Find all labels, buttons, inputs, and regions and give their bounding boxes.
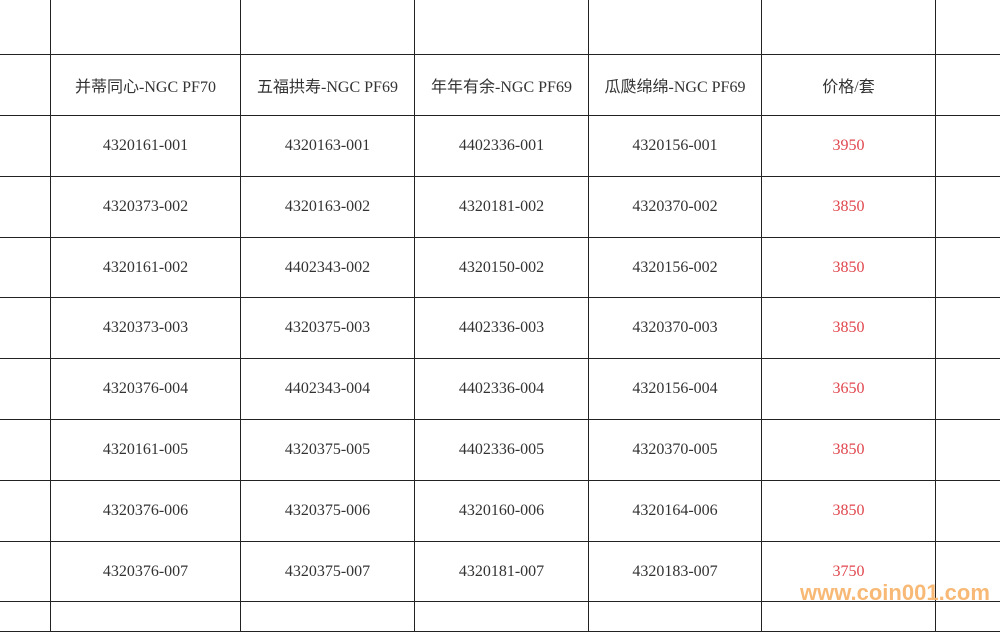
empty-cell[interactable]: [936, 116, 1000, 177]
cert-number-cell[interactable]: 4320181-007: [415, 542, 589, 602]
cert-number-cell[interactable]: 4320160-006: [415, 481, 589, 542]
empty-cell[interactable]: [936, 238, 1000, 298]
cert-number-cell[interactable]: 4320183-007: [589, 542, 762, 602]
row-header-cell[interactable]: [0, 298, 51, 359]
cert-number-cell[interactable]: 4320161-005: [51, 420, 241, 481]
price-cell[interactable]: 3850: [762, 238, 936, 298]
empty-cell[interactable]: [936, 0, 1000, 55]
cert-number-cell[interactable]: 4320373-003: [51, 298, 241, 359]
row-header-cell[interactable]: [0, 420, 51, 481]
cert-number-cell[interactable]: 4320161-001: [51, 116, 241, 177]
cert-number-cell[interactable]: 4320161-002: [51, 238, 241, 298]
cert-number-cell[interactable]: 4320375-003: [241, 298, 415, 359]
empty-cell[interactable]: [241, 0, 415, 55]
empty-cell[interactable]: [936, 298, 1000, 359]
cert-number-cell[interactable]: 4320156-001: [589, 116, 762, 177]
cert-number-cell[interactable]: 4320156-002: [589, 238, 762, 298]
column-header[interactable]: 五福拱寿-NGC PF69: [241, 55, 415, 116]
empty-cell[interactable]: [936, 420, 1000, 481]
column-header[interactable]: 价格/套: [762, 55, 936, 116]
empty-cell[interactable]: [589, 602, 762, 632]
empty-cell[interactable]: [241, 602, 415, 632]
cert-number-cell[interactable]: 4320376-004: [51, 359, 241, 420]
empty-cell[interactable]: [936, 481, 1000, 542]
cert-number-cell[interactable]: 4320375-006: [241, 481, 415, 542]
cert-number-cell[interactable]: 4402336-004: [415, 359, 589, 420]
empty-cell[interactable]: [936, 55, 1000, 116]
column-header[interactable]: 并蒂同心-NGC PF70: [51, 55, 241, 116]
empty-cell[interactable]: [415, 0, 589, 55]
cert-number-cell[interactable]: 4320376-006: [51, 481, 241, 542]
cert-number-cell[interactable]: 4320375-007: [241, 542, 415, 602]
cert-number-cell[interactable]: 4402343-004: [241, 359, 415, 420]
row-header-cell[interactable]: [0, 238, 51, 298]
cert-number-cell[interactable]: 4402336-003: [415, 298, 589, 359]
cert-number-cell[interactable]: 4402343-002: [241, 238, 415, 298]
empty-cell[interactable]: [51, 0, 241, 55]
price-cell[interactable]: 3850: [762, 177, 936, 238]
price-cell[interactable]: 3950: [762, 116, 936, 177]
row-header-cell[interactable]: [0, 602, 51, 632]
empty-cell[interactable]: [762, 0, 936, 55]
cert-number-cell[interactable]: 4320163-002: [241, 177, 415, 238]
column-header[interactable]: 年年有余-NGC PF69: [415, 55, 589, 116]
price-cell[interactable]: 3850: [762, 298, 936, 359]
watermark: www.coin001.com: [800, 580, 990, 605]
price-cell[interactable]: 3850: [762, 481, 936, 542]
cert-number-cell[interactable]: 4320370-005: [589, 420, 762, 481]
empty-cell[interactable]: [415, 602, 589, 632]
empty-cell[interactable]: [936, 602, 1000, 632]
empty-cell[interactable]: [936, 177, 1000, 238]
cert-number-cell[interactable]: 4320181-002: [415, 177, 589, 238]
cert-number-cell[interactable]: 4320150-002: [415, 238, 589, 298]
row-header-cell[interactable]: [0, 55, 51, 116]
row-header-cell[interactable]: [0, 116, 51, 177]
row-header-cell[interactable]: [0, 177, 51, 238]
cert-number-cell[interactable]: 4320376-007: [51, 542, 241, 602]
cert-number-cell[interactable]: 4320370-003: [589, 298, 762, 359]
cert-number-cell[interactable]: 4320373-002: [51, 177, 241, 238]
price-cell[interactable]: 3650: [762, 359, 936, 420]
cert-number-cell[interactable]: 4320375-005: [241, 420, 415, 481]
row-header-cell[interactable]: [0, 0, 51, 55]
row-header-cell[interactable]: [0, 481, 51, 542]
cert-number-cell[interactable]: 4402336-005: [415, 420, 589, 481]
row-header-cell[interactable]: [0, 359, 51, 420]
cert-number-cell[interactable]: 4320164-006: [589, 481, 762, 542]
empty-cell[interactable]: [589, 0, 762, 55]
cert-number-cell[interactable]: 4320156-004: [589, 359, 762, 420]
empty-cell[interactable]: [762, 602, 936, 632]
empty-cell[interactable]: [936, 542, 1000, 602]
price-cell[interactable]: 3850: [762, 420, 936, 481]
empty-cell[interactable]: [51, 602, 241, 632]
column-header[interactable]: 瓜瓞绵绵-NGC PF69: [589, 55, 762, 116]
cert-number-cell[interactable]: 4320163-001: [241, 116, 415, 177]
cert-number-cell[interactable]: 4320370-002: [589, 177, 762, 238]
cert-number-cell[interactable]: 4402336-001: [415, 116, 589, 177]
row-header-cell[interactable]: [0, 542, 51, 602]
empty-cell[interactable]: [936, 359, 1000, 420]
price-cell[interactable]: 3750: [762, 542, 936, 602]
